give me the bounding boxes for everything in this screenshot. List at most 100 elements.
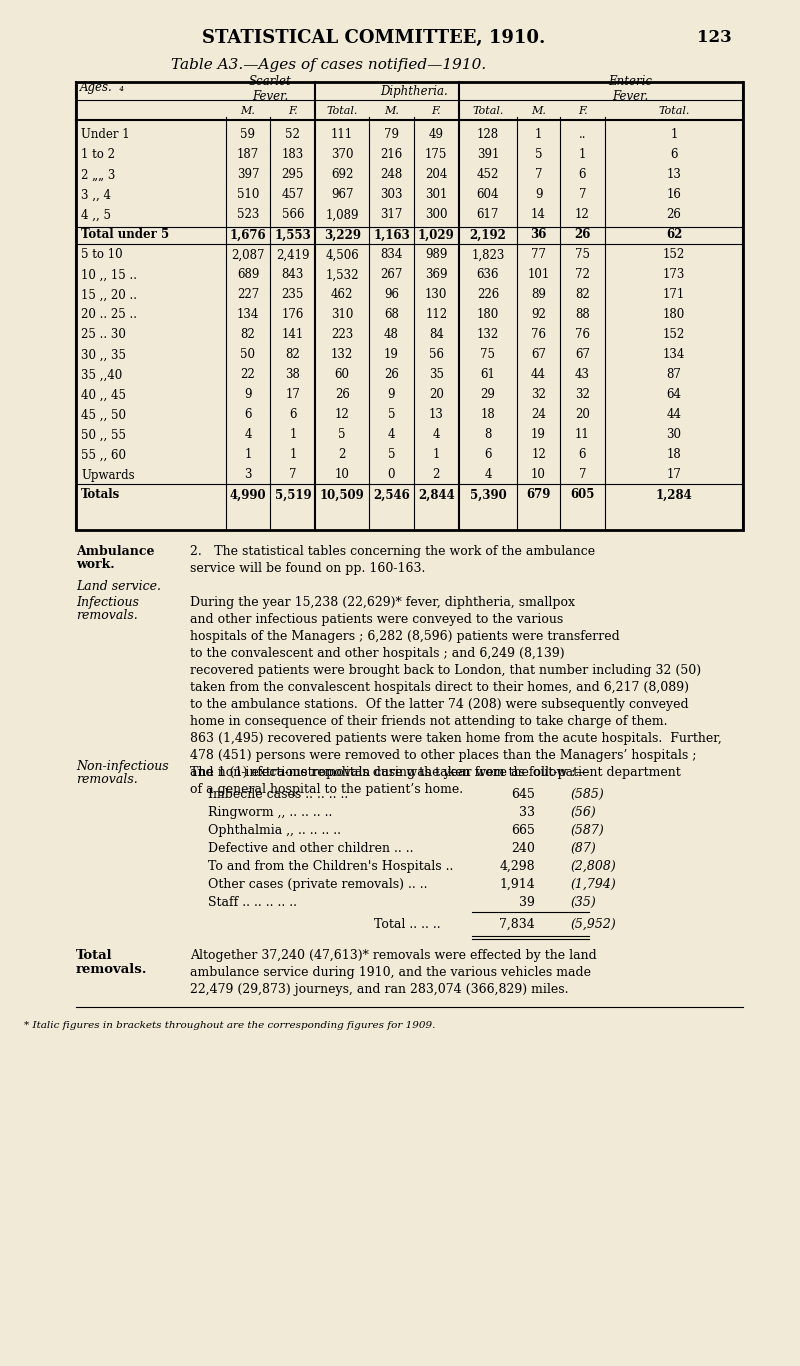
Text: 75: 75 [575, 249, 590, 261]
Text: 223: 223 [331, 328, 354, 342]
Text: 235: 235 [282, 288, 304, 302]
Text: 20 .. 25 ..: 20 .. 25 .. [81, 309, 137, 321]
Text: 689: 689 [237, 269, 259, 281]
Text: 10: 10 [531, 469, 546, 481]
Text: 1,029: 1,029 [418, 228, 454, 242]
Text: 1,823: 1,823 [471, 249, 505, 261]
Text: 25 .. 30: 25 .. 30 [81, 328, 126, 342]
Text: 35 ,,40: 35 ,,40 [81, 369, 122, 381]
Text: 56: 56 [429, 348, 444, 362]
Text: 6: 6 [578, 168, 586, 182]
Text: 12: 12 [531, 448, 546, 462]
Text: Totals: Totals [81, 489, 121, 501]
Text: The non-infectious removals during the year were as follow :—: The non-infectious removals during the y… [190, 766, 587, 779]
Text: 12: 12 [575, 209, 590, 221]
Text: 5 to 10: 5 to 10 [81, 249, 123, 261]
Text: 4 ,, 5: 4 ,, 5 [81, 209, 111, 221]
Text: (35): (35) [571, 896, 597, 908]
Text: 17: 17 [286, 388, 300, 402]
Text: 33: 33 [519, 806, 535, 820]
Text: 4,990: 4,990 [230, 489, 266, 501]
Text: 2,192: 2,192 [470, 228, 506, 242]
Text: STATISTICAL COMMITTEE, 1910.: STATISTICAL COMMITTEE, 1910. [202, 29, 546, 46]
Text: Enteric
Fever.: Enteric Fever. [608, 75, 652, 102]
Text: 187: 187 [237, 149, 259, 161]
Text: 1 to 2: 1 to 2 [81, 149, 115, 161]
Text: 60: 60 [334, 369, 350, 381]
Text: 317: 317 [380, 209, 402, 221]
Text: 175: 175 [425, 149, 447, 161]
Text: 132: 132 [331, 348, 354, 362]
Text: 617: 617 [477, 209, 499, 221]
Text: Total .. .. ..: Total .. .. .. [374, 918, 440, 932]
Text: 26: 26 [384, 369, 399, 381]
Text: 50: 50 [241, 348, 255, 362]
Text: 391: 391 [477, 149, 499, 161]
Text: 1: 1 [670, 128, 678, 142]
Text: 26: 26 [574, 228, 590, 242]
Text: 4: 4 [388, 429, 395, 441]
Text: 1,553: 1,553 [274, 228, 311, 242]
Text: 26: 26 [334, 388, 350, 402]
Text: 62: 62 [666, 228, 682, 242]
Text: 180: 180 [477, 309, 499, 321]
Text: 7,834: 7,834 [499, 918, 535, 932]
Text: (87): (87) [571, 841, 597, 855]
Text: 10: 10 [334, 469, 350, 481]
Text: 566: 566 [282, 209, 304, 221]
Text: 9: 9 [244, 388, 252, 402]
Text: 88: 88 [575, 309, 590, 321]
Text: During the year 15,238 (22,629)* fever, diphtheria, smallpox
and other infectiou: During the year 15,238 (22,629)* fever, … [190, 596, 722, 796]
Text: Under 1: Under 1 [81, 128, 130, 142]
Text: 75: 75 [480, 348, 495, 362]
Text: 7: 7 [289, 469, 297, 481]
Text: 13: 13 [429, 408, 444, 422]
Text: 1: 1 [579, 149, 586, 161]
Text: 61: 61 [481, 369, 495, 381]
Text: Upwards: Upwards [81, 469, 135, 481]
Text: 171: 171 [663, 288, 685, 302]
Text: ..: .. [578, 128, 586, 142]
Text: 39: 39 [519, 896, 535, 908]
Text: 1,914: 1,914 [499, 878, 535, 891]
Text: (1,794): (1,794) [571, 878, 617, 891]
Text: (587): (587) [571, 824, 605, 837]
Text: 2: 2 [433, 469, 440, 481]
Text: 29: 29 [481, 388, 495, 402]
Text: 1,284: 1,284 [655, 489, 692, 501]
Text: 226: 226 [477, 288, 499, 302]
Text: 303: 303 [380, 189, 402, 202]
Text: 295: 295 [282, 168, 304, 182]
Text: 227: 227 [237, 288, 259, 302]
Text: F.: F. [578, 107, 587, 116]
Text: * Italic figures in brackets throughout are the corresponding figures for 1909.: * Italic figures in brackets throughout … [24, 1020, 436, 1030]
Text: 1: 1 [433, 448, 440, 462]
Text: 967: 967 [331, 189, 354, 202]
Text: 12: 12 [334, 408, 350, 422]
Text: 2: 2 [338, 448, 346, 462]
Text: 9: 9 [534, 189, 542, 202]
Text: 5: 5 [388, 448, 395, 462]
Text: 82: 82 [575, 288, 590, 302]
Text: 2,546: 2,546 [373, 489, 410, 501]
Text: 6: 6 [670, 149, 678, 161]
Text: removals.: removals. [76, 773, 138, 785]
Text: 1,163: 1,163 [373, 228, 410, 242]
Text: Infectious: Infectious [76, 596, 138, 609]
Text: 310: 310 [331, 309, 354, 321]
Text: 87: 87 [666, 369, 682, 381]
Text: 5,519: 5,519 [274, 489, 311, 501]
Text: 132: 132 [477, 328, 499, 342]
Text: 79: 79 [384, 128, 399, 142]
Text: 3 ,, 4: 3 ,, 4 [81, 189, 111, 202]
Text: 40 ,, 45: 40 ,, 45 [81, 388, 126, 402]
Text: 5: 5 [388, 408, 395, 422]
Text: 15 ,, 20 ..: 15 ,, 20 .. [81, 288, 137, 302]
Text: 67: 67 [531, 348, 546, 362]
Text: 248: 248 [380, 168, 402, 182]
Text: 152: 152 [663, 249, 685, 261]
Text: 267: 267 [380, 269, 402, 281]
Text: Ophthalmia ,, .. .. .. ..: Ophthalmia ,, .. .. .. .. [208, 824, 341, 837]
Text: 0: 0 [388, 469, 395, 481]
Text: 5,390: 5,390 [470, 489, 506, 501]
